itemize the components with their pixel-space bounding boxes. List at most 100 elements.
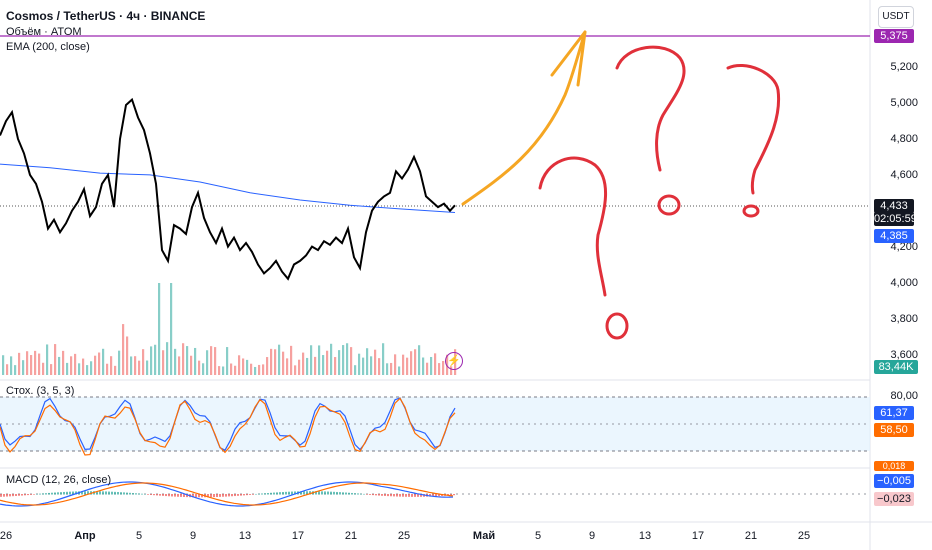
time-tick: Май <box>472 530 496 542</box>
macd-hist-bar <box>453 494 455 496</box>
volume-bar <box>410 351 413 375</box>
macd-hist-bar <box>12 494 14 497</box>
volume-bar <box>170 283 173 375</box>
macd-hist-bar <box>210 494 212 498</box>
volume-bar <box>82 358 85 375</box>
macd-hist-bar <box>267 493 269 495</box>
macd-hist-bar <box>198 494 200 498</box>
volume-bar <box>102 348 105 375</box>
macd-hist-bar <box>207 494 209 498</box>
macd-hist-bar <box>411 494 413 497</box>
volume-bar <box>26 351 29 375</box>
macd-hist-bar <box>369 494 371 495</box>
volume-bar <box>46 344 49 375</box>
volume-bar <box>230 363 233 375</box>
volume-bar <box>346 343 349 375</box>
annotation-arrow <box>461 30 587 206</box>
volume-bar <box>270 348 273 375</box>
volume-bar <box>238 355 241 375</box>
volume-bar <box>142 349 145 375</box>
volume-bar <box>206 350 209 375</box>
volume-bar <box>118 350 121 375</box>
macd-line <box>0 481 454 507</box>
volume-bar <box>190 355 193 375</box>
volume-bar <box>58 356 61 375</box>
macd-hist-bar <box>384 494 386 496</box>
macd-hist-bar <box>129 492 131 495</box>
volume-legend[interactable]: Объём · ATOM <box>6 26 82 38</box>
macd-hist-bar <box>375 494 377 496</box>
macd-hist-bar <box>270 492 272 495</box>
time-tick: 9 <box>189 530 197 542</box>
macd-hist-bar <box>306 491 308 495</box>
macd-hist-bar <box>177 494 179 497</box>
volume-bar <box>86 365 89 375</box>
macd-line-tag: −0,005 <box>874 474 914 488</box>
volume-bar <box>294 365 297 375</box>
volume-bar <box>290 345 293 375</box>
macd-hist-bar <box>318 491 320 495</box>
volume-bar <box>14 365 17 375</box>
macd-legend[interactable]: MACD (12, 26, close) <box>6 474 112 486</box>
volume-bar <box>298 359 301 375</box>
volume-bar <box>122 324 125 375</box>
currency-button[interactable]: USDT <box>878 6 914 28</box>
macd-hist-bar <box>342 492 344 495</box>
macd-hist-bar <box>315 491 317 495</box>
macd-hist-bar <box>99 491 101 495</box>
volume-bar <box>70 356 73 375</box>
macd-hist-bar <box>282 492 284 495</box>
macd-hist-bar <box>0 494 2 497</box>
macd-hist-bar <box>378 494 380 496</box>
macd-hist-bar <box>357 493 359 495</box>
macd-hist-bar <box>450 494 452 496</box>
volume-bar <box>330 343 333 375</box>
macd-hist-bar <box>231 494 233 497</box>
price-tick: 4,600 <box>890 169 918 181</box>
macd-hist-bar <box>273 492 275 495</box>
price-tick: 4,800 <box>890 133 918 145</box>
stoch-d-line <box>0 397 456 456</box>
macd-hist-bar <box>18 494 20 496</box>
price-tick: 4,200 <box>890 241 918 253</box>
volume-bar <box>390 362 393 375</box>
macd-hist-bar <box>42 493 44 495</box>
price-tick: 3,800 <box>890 313 918 325</box>
volume-bar <box>322 355 325 375</box>
macd-hist-bar <box>351 492 353 495</box>
volume-bar <box>306 357 309 375</box>
volume-bar <box>50 364 53 375</box>
macd-hist-bar <box>264 493 266 495</box>
macd-hist-bar <box>435 494 437 497</box>
volume-bar <box>66 362 69 375</box>
macd-hist-bar <box>3 494 5 497</box>
macd-hist-bar <box>255 493 257 495</box>
macd-hist-bar <box>225 494 227 497</box>
macd-hist-bar <box>39 493 41 495</box>
macd-hist-bar <box>192 494 194 498</box>
ema-legend[interactable]: EMA (200, close) <box>6 41 90 53</box>
macd-hist-bar <box>354 493 356 495</box>
stoch-d-tag: 58,50 <box>874 423 914 437</box>
volume-bar <box>62 350 65 375</box>
volume-bar <box>162 350 165 375</box>
macd-hist-bar <box>114 491 116 495</box>
macd-hist-bar <box>216 494 218 497</box>
price-tick: 5,200 <box>890 61 918 73</box>
volume-bar <box>394 354 397 375</box>
macd-hist-bar <box>138 493 140 495</box>
macd-hist-bar <box>432 494 434 497</box>
macd-hist-bar <box>6 494 8 497</box>
volume-bar <box>370 356 373 375</box>
stoch-legend[interactable]: Стох. (3, 5, 3) <box>6 385 75 397</box>
time-tick: 17 <box>291 530 305 542</box>
macd-hist-bar <box>141 493 143 495</box>
macd-hist-bar <box>105 491 107 495</box>
time-tick: 5 <box>135 530 143 542</box>
volume-bar <box>174 348 177 375</box>
volume-bar <box>226 347 229 375</box>
macd-hist-bar <box>309 491 311 495</box>
macd-hist-bar <box>294 491 296 495</box>
lightning-icon[interactable]: ⚡ <box>445 352 463 370</box>
